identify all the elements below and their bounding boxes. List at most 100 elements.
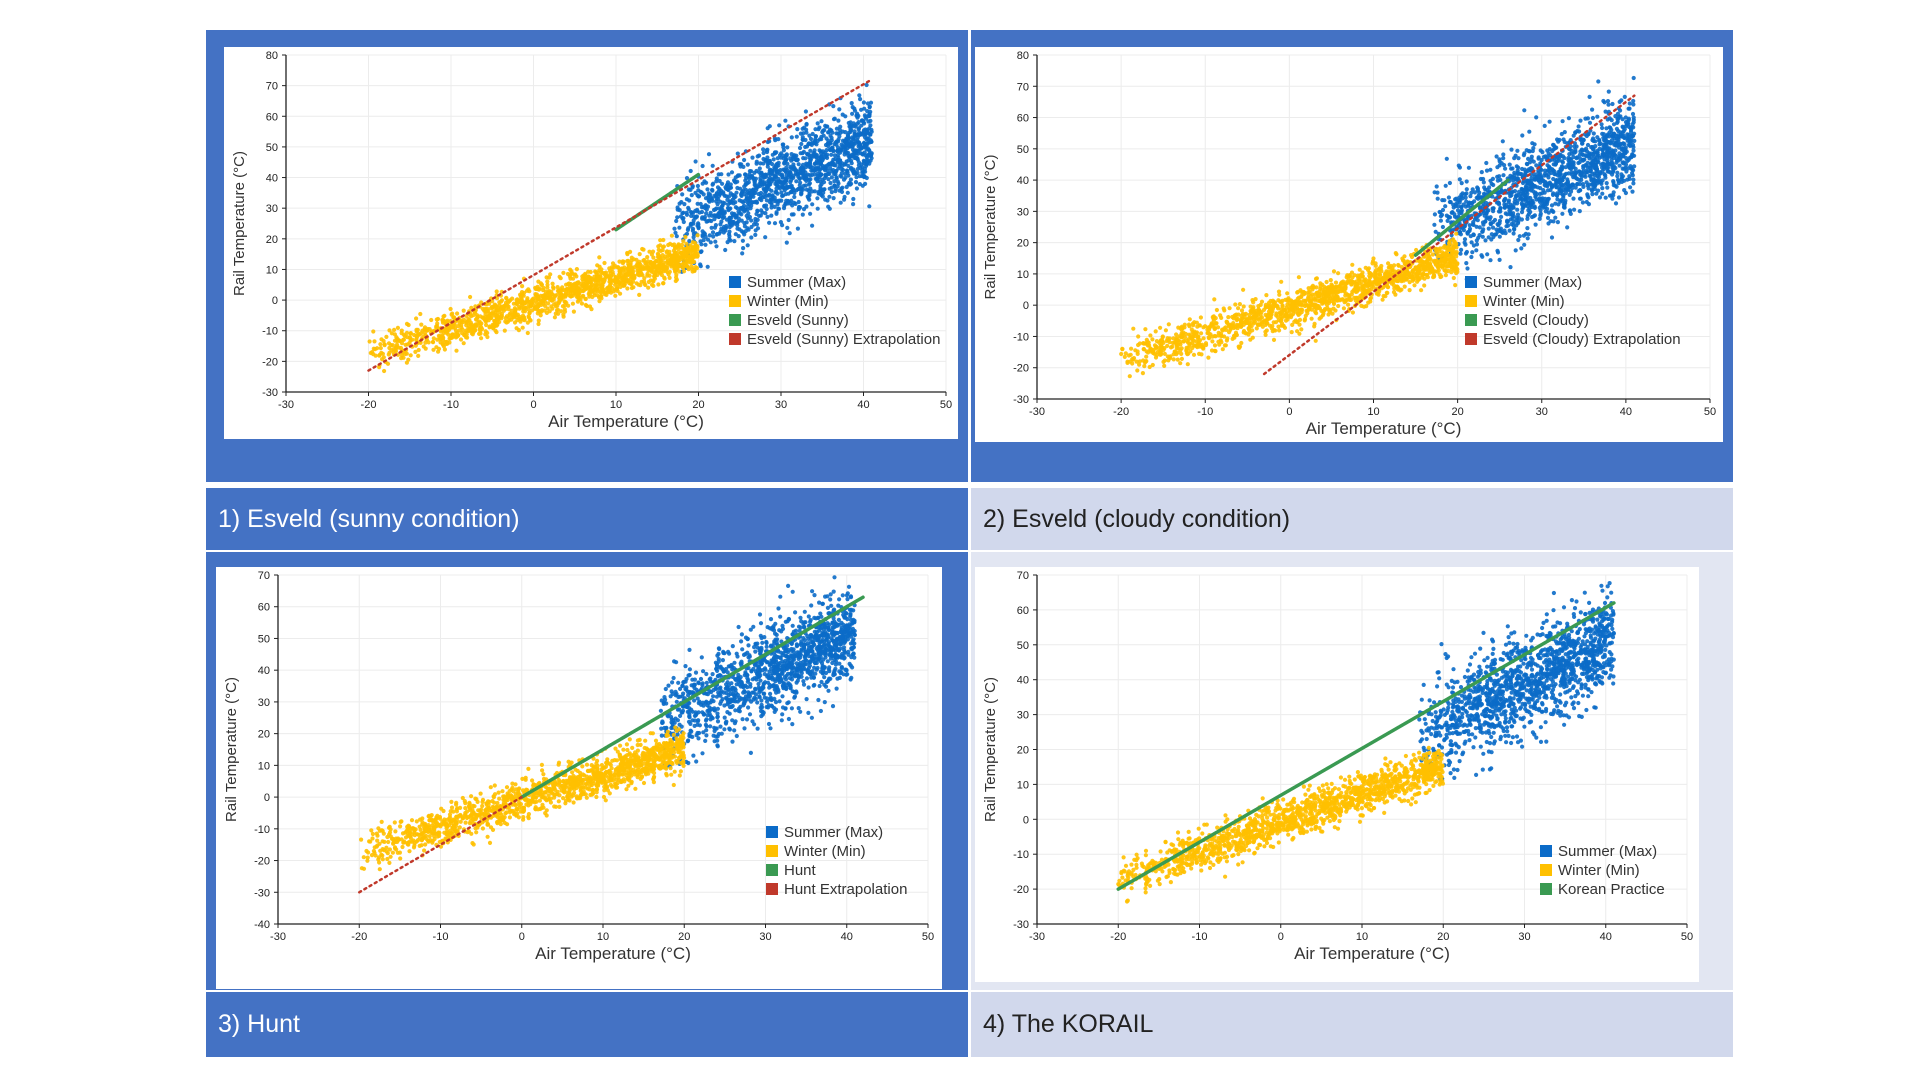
data-point	[676, 247, 681, 252]
data-point	[851, 202, 856, 207]
data-point	[1560, 160, 1565, 165]
y-tick-label: 30	[1017, 206, 1029, 218]
data-point	[1625, 159, 1630, 164]
data-point	[394, 335, 399, 340]
data-point	[401, 355, 406, 360]
data-point	[857, 93, 862, 98]
data-point	[1508, 173, 1513, 178]
data-point	[1529, 199, 1534, 204]
data-point	[1520, 206, 1525, 212]
data-point	[1611, 166, 1616, 171]
data-point	[711, 234, 716, 239]
data-point	[1590, 115, 1595, 121]
data-point	[720, 200, 725, 205]
data-point	[804, 187, 809, 192]
data-point	[1226, 315, 1231, 320]
data-point	[696, 194, 701, 199]
data-point	[775, 156, 780, 161]
legend: Summer (Max)Winter (Min)Esveld (Sunny)Es…	[729, 274, 940, 348]
data-point	[782, 160, 787, 165]
data-point	[765, 126, 770, 131]
data-point	[817, 125, 822, 130]
x-tick-label: 50	[940, 399, 952, 411]
data-point	[494, 289, 499, 294]
data-point	[628, 249, 633, 254]
data-point	[487, 324, 492, 329]
data-point	[1614, 126, 1619, 131]
data-point	[847, 124, 852, 129]
data-point	[738, 164, 743, 169]
data-point	[1516, 215, 1521, 221]
data-point	[1567, 152, 1572, 157]
data-point	[1600, 125, 1605, 131]
data-point	[646, 279, 651, 285]
data-point	[769, 197, 774, 202]
data-point	[757, 166, 762, 171]
data-point	[835, 145, 841, 150]
data-point	[850, 105, 855, 110]
data-point	[529, 300, 534, 306]
data-point	[1476, 196, 1481, 201]
data-point	[454, 348, 459, 353]
data-point	[1565, 186, 1571, 191]
data-point	[615, 288, 620, 294]
data-point	[807, 133, 812, 138]
data-point	[539, 282, 544, 287]
data-point	[754, 200, 760, 205]
data-point	[710, 198, 715, 203]
data-point	[1619, 98, 1624, 103]
data-point	[739, 218, 744, 223]
data-point	[1583, 116, 1588, 121]
data-point	[510, 296, 515, 301]
data-point	[862, 166, 868, 171]
data-point	[1471, 243, 1476, 248]
data-point	[1510, 216, 1515, 221]
data-point	[691, 267, 696, 272]
data-point	[1343, 298, 1348, 303]
data-point	[404, 351, 409, 356]
data-point	[806, 142, 811, 147]
data-point	[827, 206, 832, 211]
data-point	[514, 302, 519, 307]
data-point	[1514, 164, 1519, 169]
data-point	[499, 311, 504, 316]
data-point	[387, 328, 392, 333]
data-point	[1518, 195, 1523, 200]
data-point	[735, 151, 740, 156]
data-point	[840, 185, 845, 190]
data-point	[658, 238, 663, 243]
data-point	[843, 130, 848, 135]
y-tick-label: 0	[272, 295, 278, 307]
data-point	[675, 253, 680, 259]
data-point	[1471, 232, 1476, 237]
data-point	[368, 350, 373, 356]
data-point	[547, 296, 552, 301]
data-point	[430, 340, 436, 345]
data-point	[728, 185, 734, 190]
data-point	[665, 256, 670, 261]
data-point	[818, 173, 823, 178]
data-point	[1522, 151, 1527, 156]
data-point	[799, 141, 804, 147]
data-point	[1484, 211, 1489, 216]
data-point	[789, 135, 794, 140]
data-point	[510, 315, 515, 320]
data-point	[536, 318, 541, 323]
data-point	[1603, 195, 1608, 200]
data-point	[845, 132, 851, 138]
data-point	[1567, 147, 1572, 152]
data-point	[867, 147, 872, 153]
data-point	[1627, 106, 1632, 111]
data-point	[795, 157, 800, 162]
data-point	[639, 270, 644, 276]
data-point	[1495, 229, 1500, 234]
data-point	[1616, 135, 1621, 140]
data-point	[861, 173, 867, 178]
data-point	[1508, 210, 1513, 215]
data-point	[1452, 212, 1457, 217]
data-point	[558, 276, 563, 281]
data-point	[749, 218, 754, 223]
data-point	[463, 335, 469, 340]
data-point	[832, 116, 837, 121]
data-point	[705, 187, 710, 192]
